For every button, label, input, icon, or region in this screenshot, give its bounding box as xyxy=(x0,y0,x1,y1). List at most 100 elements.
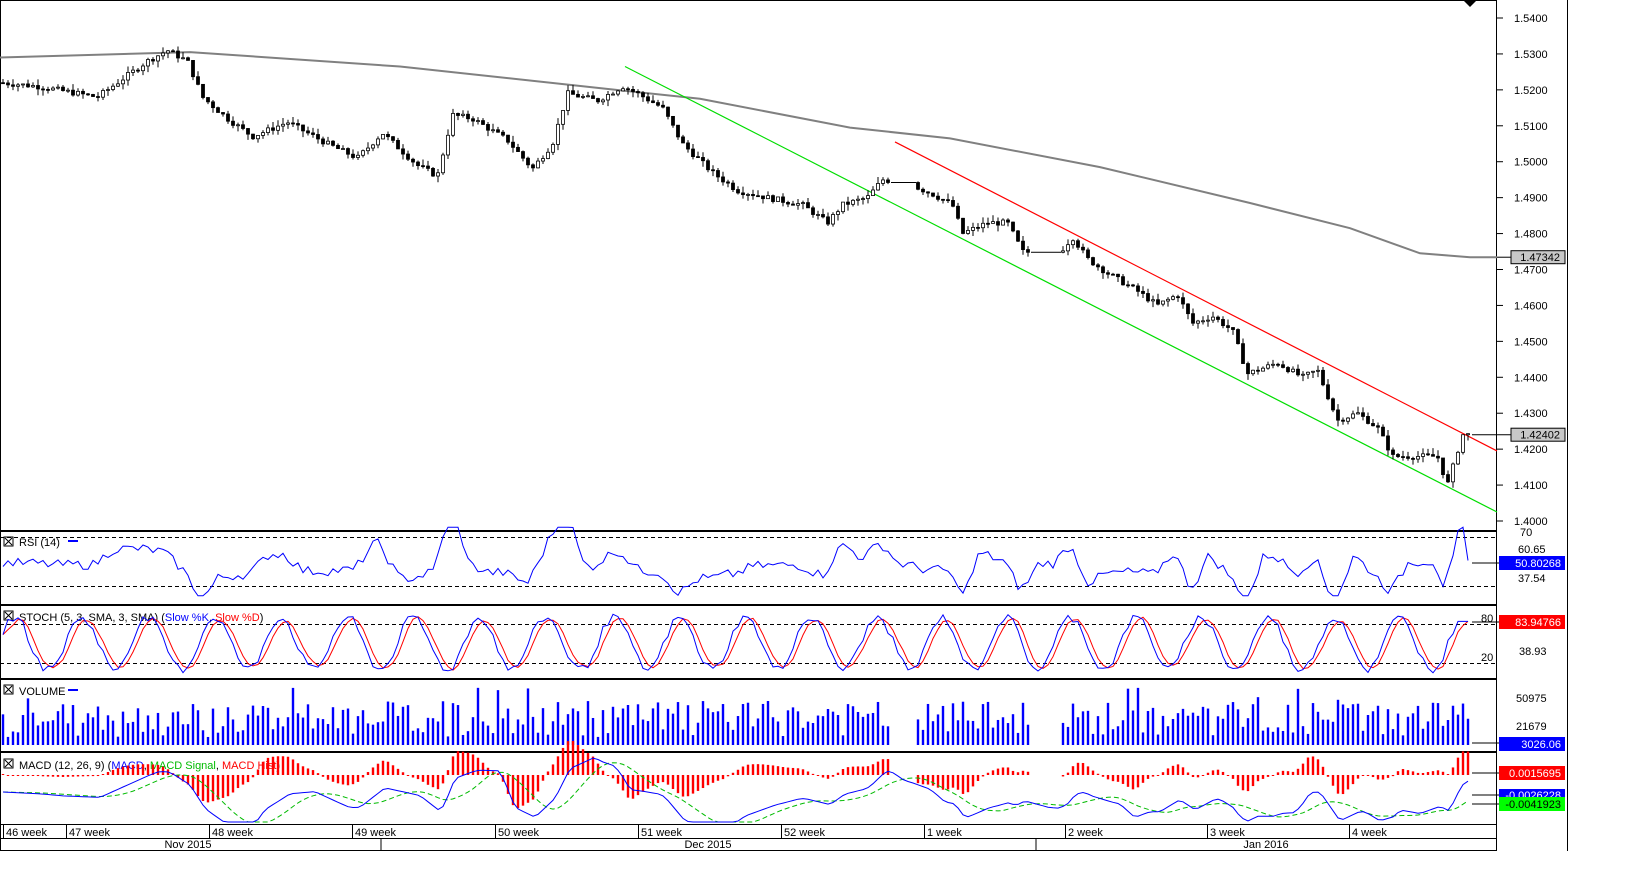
macd-hist-bar xyxy=(876,761,880,775)
volume-bar xyxy=(776,721,780,745)
macd-hist-bar xyxy=(101,774,105,775)
candle-body xyxy=(531,164,535,169)
macd-title: MACD (12, 26, 9) xyxy=(19,760,105,772)
macd-hist-bar xyxy=(836,772,840,775)
week-axis: 46 week 47 week 48 week 49 week 50 week 51 we… xyxy=(3,825,1387,839)
scroll-marker-icon[interactable] xyxy=(1463,0,1477,7)
macd-hist-bar xyxy=(1166,768,1170,775)
price-tick-label: 1.4900 xyxy=(1514,193,1548,205)
macd-hist-bar xyxy=(561,747,565,775)
lower-channel-line[interactable] xyxy=(624,65,1498,513)
macd-hist-bar xyxy=(666,775,670,785)
week-label: 49 week xyxy=(355,827,396,839)
volume-bar xyxy=(681,729,685,745)
candle-body xyxy=(71,89,75,96)
volume-bar xyxy=(526,688,530,745)
macd-hist-bar xyxy=(206,775,210,803)
upper-channel-line[interactable] xyxy=(894,141,1498,452)
candle-body xyxy=(406,153,410,160)
volume-bar xyxy=(1436,703,1440,745)
volume-title: VOLUME xyxy=(19,686,65,698)
last-price-tag: 1.42402 xyxy=(1472,427,1566,442)
candle-body xyxy=(581,96,585,98)
volume-bar xyxy=(226,707,230,745)
macd-hist-bar xyxy=(711,775,715,783)
candle-body xyxy=(781,196,785,203)
macd-hist-bar xyxy=(1376,775,1380,780)
candle-body xyxy=(221,112,225,115)
macd-hist-bar xyxy=(1361,775,1365,776)
candle-body xyxy=(181,57,185,60)
candle-body xyxy=(1461,434,1465,453)
volume-bar xyxy=(361,710,365,745)
candle-body xyxy=(991,221,995,224)
macd-hist-bar xyxy=(216,775,220,800)
volume-bar xyxy=(761,703,765,745)
price-tick-label: 1.4000 xyxy=(1514,516,1548,528)
volume-toggle-icon[interactable] xyxy=(3,684,14,695)
volume-bar xyxy=(816,715,820,745)
volume-bar xyxy=(406,705,410,745)
macd-hist-bar xyxy=(346,775,350,786)
macd-hist-value: 0.0015695 xyxy=(1509,768,1561,780)
macd-hist-bar xyxy=(1436,770,1440,775)
macd-toggle-icon[interactable] xyxy=(3,758,14,769)
volume-bar xyxy=(221,726,225,745)
macd-hist-bar xyxy=(56,775,60,777)
macd-hist-bar xyxy=(601,770,605,775)
candle-body xyxy=(1101,266,1105,274)
candle-body xyxy=(1106,272,1110,275)
volume-bar xyxy=(331,707,335,745)
volume-bar xyxy=(1306,733,1310,745)
volume-bar xyxy=(1091,733,1095,745)
volume-bar xyxy=(1246,718,1250,745)
rsi-level-60: 60.65 xyxy=(1518,544,1546,556)
candle-body xyxy=(1016,230,1020,242)
candle-body xyxy=(1376,425,1380,428)
macd-hist-bar xyxy=(111,769,115,775)
macd-hist-bar xyxy=(531,775,535,800)
candle-body xyxy=(386,134,390,138)
candle-body xyxy=(601,99,605,103)
week-label: 2 week xyxy=(1068,827,1103,839)
candle-body xyxy=(1406,456,1410,459)
macd-hist-bar xyxy=(1206,772,1210,775)
macd-hist-bar xyxy=(1006,767,1010,775)
candle-body xyxy=(1071,240,1075,246)
candle-body xyxy=(811,207,815,215)
macd-hist-bar xyxy=(1086,766,1090,775)
macd-hist-bar xyxy=(526,775,530,803)
candle-body xyxy=(316,134,320,140)
macd-hist-bar xyxy=(1331,775,1335,786)
candle-body xyxy=(1076,240,1080,248)
macd-hist-bar xyxy=(141,764,145,775)
candle-body xyxy=(141,65,145,72)
macd-hist-bar xyxy=(51,775,55,777)
volume-bar xyxy=(1136,687,1140,745)
candle-body xyxy=(776,196,780,202)
candle-body xyxy=(286,122,290,125)
volume-bar xyxy=(671,713,675,745)
volume-bar xyxy=(1296,688,1300,745)
candle-body xyxy=(961,217,965,234)
volume-level-high: 50975 xyxy=(1516,693,1547,705)
candle-body xyxy=(1391,449,1395,455)
candle-body xyxy=(1081,246,1085,251)
macd-hist-bar xyxy=(936,775,940,788)
rsi-panel: RSI (14) 70 60.65 37.54 30 50.80268 xyxy=(0,526,1565,597)
volume-bar xyxy=(1256,697,1260,745)
volume-bar xyxy=(531,716,535,745)
macd-hist-bar xyxy=(351,775,355,785)
macd-hist-bar xyxy=(611,775,615,779)
macd-hist-bar xyxy=(1071,766,1075,775)
candle-body xyxy=(1366,416,1370,424)
volume-bar xyxy=(836,715,840,745)
volume-bar xyxy=(931,721,935,745)
candle-body xyxy=(1156,299,1160,305)
macd-hist-bar xyxy=(776,766,780,775)
volume-bar xyxy=(546,734,550,745)
candle-body xyxy=(401,148,405,155)
volume-bar xyxy=(96,706,100,745)
volume-bar xyxy=(196,710,200,745)
